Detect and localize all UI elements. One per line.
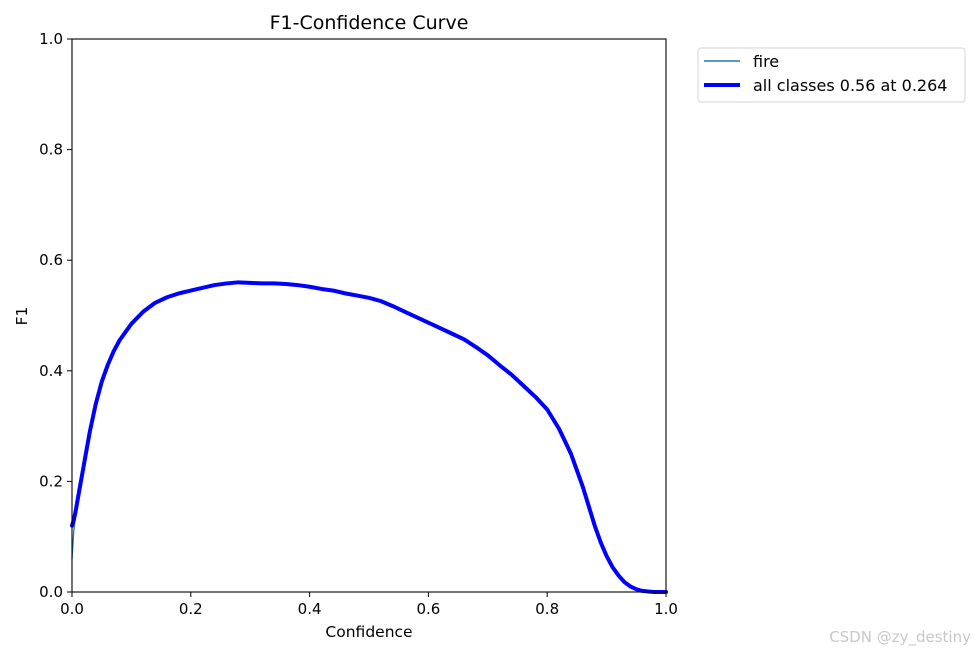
series-line-all-classes [70, 280, 668, 594]
legend-frame [697, 47, 966, 103]
plot-frame [71, 38, 667, 593]
y-tick-label: 0.8 [39, 141, 63, 159]
x-axis: 0.0 0.2 0.4 0.6 0.8 1.0 [60, 592, 678, 618]
y-tick-label: 0.6 [39, 251, 63, 269]
legend-label-all-classes: all classes 0.56 at 0.264 [753, 76, 947, 95]
y-axis-label: F1 [13, 307, 31, 326]
y-tick-label: 0.2 [39, 472, 63, 490]
y-axis: 0.0 0.2 0.4 0.6 0.8 1.0 [39, 30, 72, 601]
x-tick-label: 0.0 [60, 600, 84, 618]
legend-label-fire: fire [753, 52, 779, 71]
series-layer [70, 280, 668, 594]
x-tick-label: 0.8 [535, 600, 559, 618]
y-tick-label: 0.4 [39, 362, 63, 380]
y-tick-label: 1.0 [39, 30, 63, 48]
series-line-fire [71, 281, 667, 593]
x-tick-label: 0.4 [298, 600, 322, 618]
x-tick-label: 0.6 [416, 600, 440, 618]
chart-title: F1-Confidence Curve [270, 12, 469, 34]
x-axis-label: Confidence [325, 623, 412, 641]
watermark: CSDN @zy_destiny [829, 628, 971, 646]
x-tick-label: 1.0 [654, 600, 678, 618]
y-tick-label: 0.0 [39, 583, 63, 601]
legend: fire all classes 0.56 at 0.264 [697, 47, 966, 103]
x-tick-label: 0.2 [179, 600, 203, 618]
